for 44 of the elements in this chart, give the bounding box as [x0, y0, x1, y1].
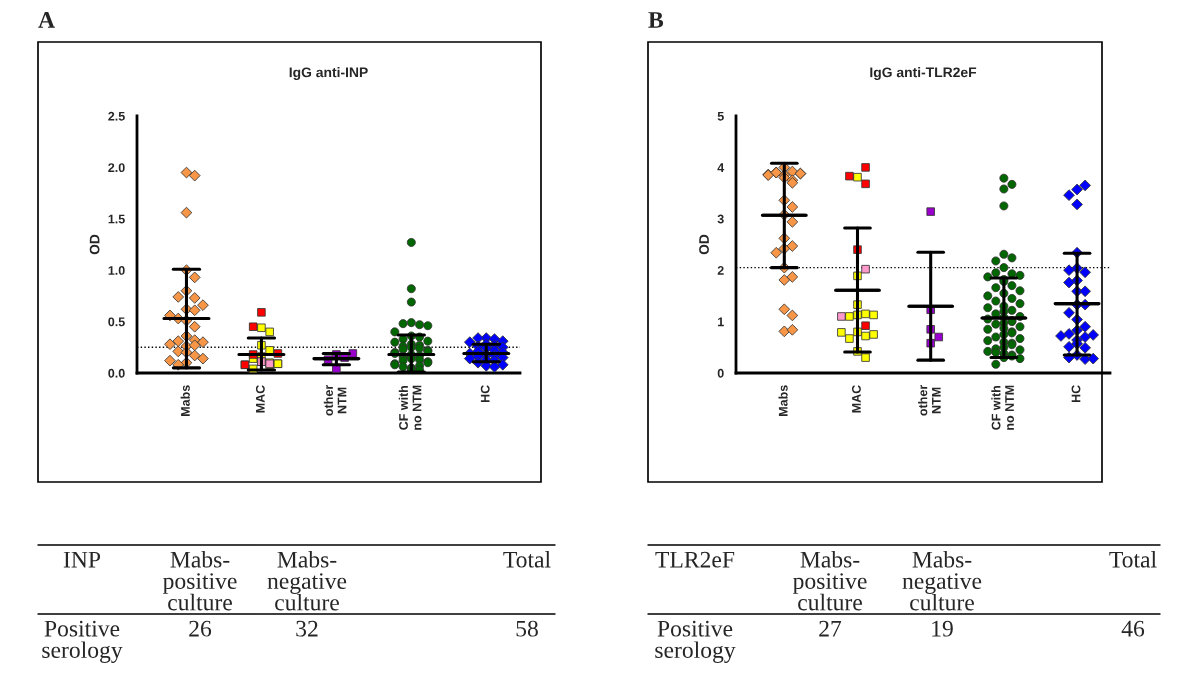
y-axis-title: OD [89, 234, 100, 255]
text: INP [63, 551, 101, 568]
text: 46 [1121, 620, 1145, 637]
text: Total [1109, 551, 1157, 568]
text: 19 [932, 620, 953, 637]
text: Mabs- negative culture [267, 551, 347, 611]
text: A [38, 12, 55, 28]
x-tick-label: MAC [255, 385, 265, 413]
text: Mabs- negative culture [902, 551, 982, 611]
text: Mabs- positive culture [793, 551, 867, 611]
y-tick-label: 5 [717, 111, 724, 121]
x-tick-label: MAC [852, 385, 861, 413]
text: Positive serology [655, 620, 736, 663]
text: TLR2eF [655, 551, 735, 568]
x-tick-label: CF with no NTM [398, 385, 422, 430]
text: 58 [516, 620, 538, 637]
chart-title: IgG anti-TLR2eF [870, 67, 977, 81]
y-tick-label: 1.0 [108, 266, 125, 275]
y-tick-label: 0 [717, 368, 724, 378]
y-tick-label: 2 [717, 266, 724, 275]
chart-title: IgG anti-INP [289, 67, 368, 81]
y-tick-label: 2.0 [108, 163, 125, 173]
y-tick-label: 0.5 [108, 317, 125, 327]
x-tick-label: Mabs [180, 385, 190, 416]
x-tick-label: HC [480, 385, 490, 403]
y-tick-label: 0.0 [108, 368, 125, 378]
x-tick-label: other NTM [323, 384, 347, 416]
text: Total [503, 551, 551, 568]
text: Positive serology [42, 620, 123, 663]
text: 27 [819, 620, 842, 637]
y-tick-label: 2.5 [108, 111, 125, 121]
y-tick-label: 1 [718, 317, 724, 327]
text: 32 [296, 620, 318, 637]
x-tick-label: HC [1071, 385, 1081, 403]
y-tick-label: 1.5 [108, 214, 125, 224]
x-tick-label: Mabs [778, 385, 788, 416]
y-axis-title: OD [699, 234, 709, 255]
text: Mabs- positive culture [163, 551, 237, 611]
x-tick-label: CF with no NTM [991, 385, 1014, 430]
text: 26 [189, 620, 212, 637]
text: B [648, 12, 664, 28]
y-tick-label: 4 [717, 163, 725, 172]
x-tick-label: other NTM [918, 384, 941, 416]
y-tick-label: 3 [717, 214, 724, 224]
